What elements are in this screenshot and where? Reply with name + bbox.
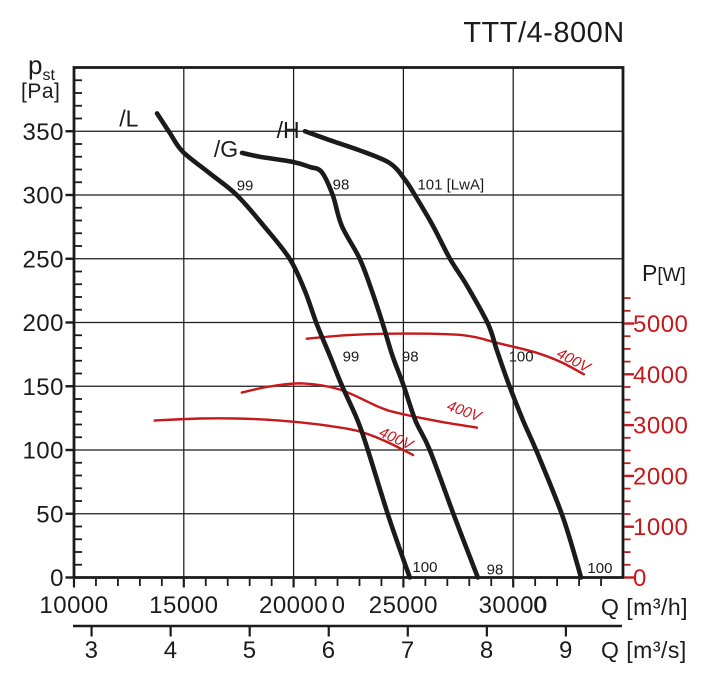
power-tick-label: 0 xyxy=(633,565,647,592)
curve-name-label: /L xyxy=(119,106,138,132)
pressure-tick-label: 100 xyxy=(22,438,64,465)
secondary-tick-label: 3 xyxy=(85,637,99,664)
pressure-axis-label: pst xyxy=(28,52,55,84)
power-axis-label: P[W] xyxy=(642,260,686,286)
power-tick-label: 4000 xyxy=(633,362,688,389)
pressure-curve-G xyxy=(239,150,481,580)
voltage-label: 400V xyxy=(445,397,486,426)
sound-level-label: 99 xyxy=(237,178,254,195)
pressure-tick-label: 250 xyxy=(22,246,64,273)
curve-name-label: /G xyxy=(214,136,238,162)
sound-level-label: 98 xyxy=(333,176,350,193)
sound-level-label: 101 [LwA] xyxy=(417,176,484,193)
secondary-tick-label: 9 xyxy=(559,637,573,664)
pressure-tick-label: 0 xyxy=(50,565,64,592)
pressure-curve-H xyxy=(302,128,584,580)
power-curve-L400V xyxy=(153,417,415,457)
flow-tick-label: 30000 xyxy=(479,592,548,619)
sound-level-label: 100 xyxy=(509,348,534,365)
flow-axis-unit-m3h: Q [m³/h] xyxy=(601,594,689,620)
flow-axis-unit-m3s: Q [m³/s] xyxy=(601,637,687,663)
power-tick-label: 2000 xyxy=(633,463,688,490)
flow-tick-ghost-zero: 0 xyxy=(533,592,547,619)
curve-name-label: /H xyxy=(277,117,300,143)
flow-tick-label: 20000 xyxy=(259,592,328,619)
flow-tick-label: 15000 xyxy=(149,592,218,619)
power-tick-label: 5000 xyxy=(633,311,688,338)
pressure-tick-label: 50 xyxy=(36,501,64,528)
sound-level-label: 99 xyxy=(343,348,360,365)
plot-frame xyxy=(72,66,625,579)
pressure-axis-unit: [Pa] xyxy=(21,80,61,103)
sound-level-label: 98 xyxy=(402,348,419,365)
power-tick-label: 1000 xyxy=(633,514,688,541)
secondary-tick-label: 5 xyxy=(243,637,257,664)
pressure-curve-L xyxy=(154,111,413,580)
sound-level-label: 100 xyxy=(587,560,612,577)
pressure-tick-label: 150 xyxy=(22,374,64,401)
power-tick-label: 3000 xyxy=(633,413,688,440)
pressure-symbol-subscript: st xyxy=(42,67,55,85)
flow-tick-ghost-zero: 0 xyxy=(332,592,346,619)
flow-tick-label: 10000 xyxy=(39,592,108,619)
pressure-tick-label: 300 xyxy=(22,183,64,210)
secondary-tick-label: 8 xyxy=(480,637,494,664)
sound-level-label: 98 xyxy=(487,561,504,578)
power-curve-H400V xyxy=(305,332,586,376)
pressure-tick-label: 350 xyxy=(22,119,64,146)
secondary-tick-label: 6 xyxy=(322,637,336,664)
pressure-tick-label: 200 xyxy=(22,310,64,337)
power-axis-unit: [W] xyxy=(657,265,686,286)
secondary-tick-label: 7 xyxy=(401,637,415,664)
power-curve-G400V xyxy=(240,382,479,429)
chart-title: TTT/4-800N xyxy=(463,17,625,49)
secondary-tick-label: 4 xyxy=(164,637,178,664)
pressure-symbol: p xyxy=(28,50,43,80)
flow-tick-label: 25000 xyxy=(369,592,438,619)
voltage-label: 400V xyxy=(554,345,595,377)
sound-level-label: 100 xyxy=(412,559,437,576)
power-symbol: P xyxy=(642,260,658,286)
